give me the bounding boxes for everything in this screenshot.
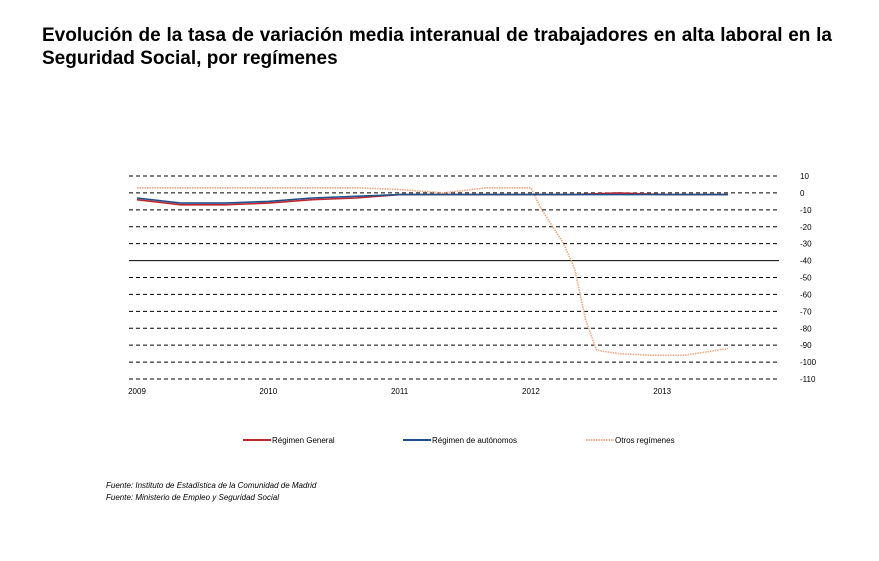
legend-label: Régimen General bbox=[272, 436, 335, 445]
series-line-1 bbox=[136, 193, 728, 204]
y-tick-label: -10 bbox=[800, 206, 812, 215]
x-tick-label: 2012 bbox=[522, 387, 540, 396]
series-lines bbox=[136, 187, 729, 357]
y-tick-label: -90 bbox=[800, 341, 812, 350]
y-tick-label: -60 bbox=[800, 290, 812, 299]
x-tick-label: 2011 bbox=[391, 387, 409, 396]
y-axis-tick-labels: 10 0 -10 -20 -30 -40 -50 -60 -70 -80 -90 -100 -110 bbox=[800, 172, 817, 384]
chart-title: Evolución de la tasa de variación media … bbox=[42, 25, 832, 69]
source-note-1: Fuente: Instituto de Estadística de la C… bbox=[106, 481, 317, 490]
legend-label: Régimen de autónomos bbox=[432, 436, 517, 445]
y-tick-label: 0 bbox=[800, 189, 805, 198]
y-tick-label: -110 bbox=[800, 375, 816, 384]
y-tick-label: 10 bbox=[800, 172, 809, 181]
x-tick-label: 2009 bbox=[128, 387, 146, 396]
gridlines bbox=[129, 175, 779, 380]
y-tick-label: -100 bbox=[800, 358, 817, 367]
y-tick-label: -50 bbox=[800, 274, 812, 283]
y-tick-label: -70 bbox=[800, 307, 812, 316]
y-tick-label: -30 bbox=[800, 240, 812, 249]
x-tick-label: 2013 bbox=[653, 387, 671, 396]
x-tick-label: 2010 bbox=[259, 387, 277, 396]
legend-label: Otros regímenes bbox=[615, 436, 675, 445]
y-tick-label: -40 bbox=[800, 257, 812, 266]
legend: Régimen General Régimen de autónomos Otros… bbox=[243, 436, 675, 445]
y-tick-label: -20 bbox=[800, 223, 812, 232]
source-note-2: Fuente: Ministerio de Empleo y Seguridad… bbox=[106, 493, 279, 502]
x-axis-tick-labels: 2009 2010 2011 2012 2013 bbox=[128, 387, 672, 396]
y-tick-label: -80 bbox=[800, 324, 812, 333]
series-line-2 bbox=[137, 187, 729, 357]
